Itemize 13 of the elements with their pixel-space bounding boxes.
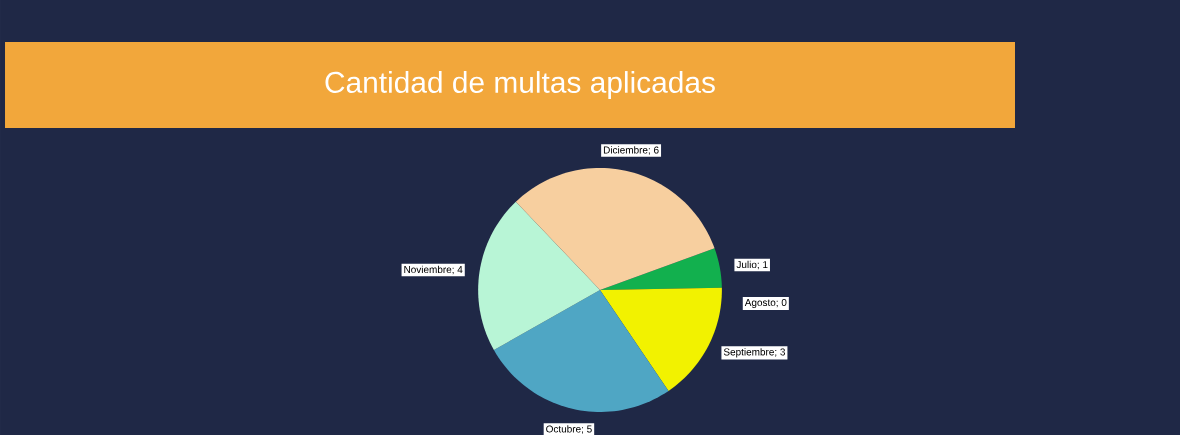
data-label: ; 3 [775,348,786,357]
data-label: ; 5 [582,425,592,434]
slice-label: Noviembre [404,265,452,274]
data-label: ; 6 [648,146,659,155]
text: ; 0 [776,298,787,308]
slice-label: Diciembre [603,146,648,154]
category-label: Agosto [744,299,776,308]
slice-label: Septiembre [723,348,774,358]
chart-title: Cantidad de multas aplicadas [325,71,715,99]
slice-label: Octubre [546,425,581,433]
slice-label: Julio [736,260,757,269]
data-label: ; 4 [452,266,463,275]
data-label: ; 1 [757,261,768,270]
